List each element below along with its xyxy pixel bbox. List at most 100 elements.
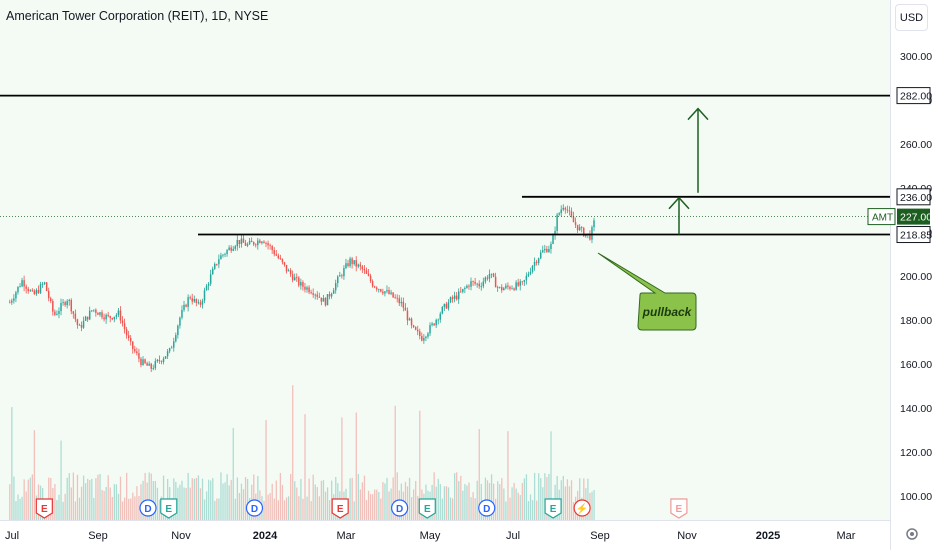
- x-tick-label: Sep: [88, 530, 108, 542]
- candle-body: [183, 304, 185, 310]
- candle-body: [162, 358, 165, 362]
- candle-body: [283, 262, 286, 265]
- volume-bar: [232, 428, 234, 520]
- candle-body: [146, 363, 148, 366]
- candle-body: [115, 314, 118, 317]
- volume-bar: [372, 494, 374, 520]
- volume-bar: [568, 486, 571, 520]
- volume-bar: [484, 477, 487, 520]
- candle-body: [322, 298, 325, 302]
- candle-body: [462, 288, 464, 292]
- volume-bar: [318, 496, 321, 520]
- candle-body: [11, 300, 13, 303]
- candle-body: [351, 258, 353, 265]
- candle-body: [365, 270, 368, 274]
- candle-body: [367, 273, 370, 276]
- candle-body: [257, 240, 259, 246]
- callout-label: pullback: [642, 305, 693, 319]
- candle-body: [76, 319, 79, 325]
- candle-body: [226, 250, 228, 254]
- event-marker: [139, 499, 157, 517]
- volume-bar: [328, 500, 331, 520]
- candle-body: [259, 240, 261, 244]
- volume-bar: [257, 476, 259, 520]
- candle-body: [80, 324, 83, 328]
- candle-body: [193, 298, 196, 302]
- candle-body: [21, 280, 23, 287]
- y-tick-label: 300.00: [900, 51, 932, 63]
- candle-body: [72, 311, 75, 314]
- candle-body: [152, 368, 155, 369]
- candle-body: [123, 323, 126, 330]
- candle-body: [388, 290, 390, 294]
- volume-bar: [470, 497, 472, 520]
- volume-bar: [326, 487, 329, 520]
- candle-body: [345, 263, 347, 269]
- volume-bar: [76, 474, 79, 520]
- currency-button[interactable]: USD: [895, 4, 928, 31]
- candle-body: [158, 359, 161, 362]
- volume-bar: [454, 473, 456, 520]
- candle-body: [470, 281, 472, 287]
- candle-body: [168, 348, 171, 352]
- event-label: D: [483, 504, 490, 515]
- candle-body: [511, 288, 513, 290]
- volume-bar: [142, 480, 144, 520]
- volume-bar: [183, 487, 185, 520]
- volume-bar: [304, 414, 306, 520]
- volume-bar: [152, 480, 154, 520]
- volume-bar: [214, 500, 216, 520]
- volume-bar: [511, 487, 513, 520]
- candle-body: [507, 285, 509, 287]
- candle-body: [353, 260, 355, 265]
- candle-body: [252, 242, 255, 245]
- candle-body: [99, 312, 101, 315]
- volume-bar: [306, 496, 308, 520]
- candle-body: [170, 347, 173, 349]
- event-marker: [331, 498, 349, 519]
- candle-body: [250, 240, 253, 243]
- candle-body: [542, 250, 544, 253]
- candle-body: [66, 301, 68, 306]
- candle-body: [148, 363, 150, 366]
- volume-bar: [406, 486, 409, 520]
- volume-bar: [492, 483, 495, 520]
- callout-bubble: [597, 252, 697, 331]
- volume-bar: [497, 481, 499, 520]
- y-tick-label: 200.00: [900, 271, 932, 283]
- volume-bar: [177, 487, 179, 520]
- candle-body: [209, 274, 212, 284]
- settings-icon[interactable]: [900, 522, 924, 546]
- volume-bar: [117, 493, 120, 520]
- candle-body: [429, 325, 431, 334]
- volume-bar: [544, 473, 546, 520]
- candle-body: [386, 290, 388, 292]
- candle-body: [408, 318, 411, 321]
- event-marker: [245, 499, 264, 517]
- candle-body: [515, 282, 517, 290]
- x-tick-label: Mar: [837, 530, 856, 542]
- event-marker: [418, 498, 436, 519]
- volume-bar: [579, 478, 581, 520]
- candle-body: [476, 283, 478, 285]
- volume-bar: [128, 498, 130, 520]
- candle-body: [451, 297, 454, 299]
- candle-body: [535, 261, 538, 263]
- candle-body: [310, 292, 312, 294]
- volume-bar: [505, 501, 507, 520]
- volume-bar: [265, 420, 267, 520]
- candle-body: [37, 289, 40, 293]
- volume-bar: [308, 478, 310, 520]
- candle-body: [433, 323, 435, 326]
- volume-bar: [109, 487, 111, 520]
- volume-bar: [123, 497, 126, 520]
- candle-body: [107, 314, 109, 317]
- x-tick-label: Jul: [506, 530, 520, 542]
- volume-bar: [283, 500, 286, 520]
- candle-body: [474, 281, 476, 284]
- volume-bar: [548, 473, 550, 520]
- volume-bar: [197, 475, 200, 520]
- volume-bar: [277, 500, 280, 520]
